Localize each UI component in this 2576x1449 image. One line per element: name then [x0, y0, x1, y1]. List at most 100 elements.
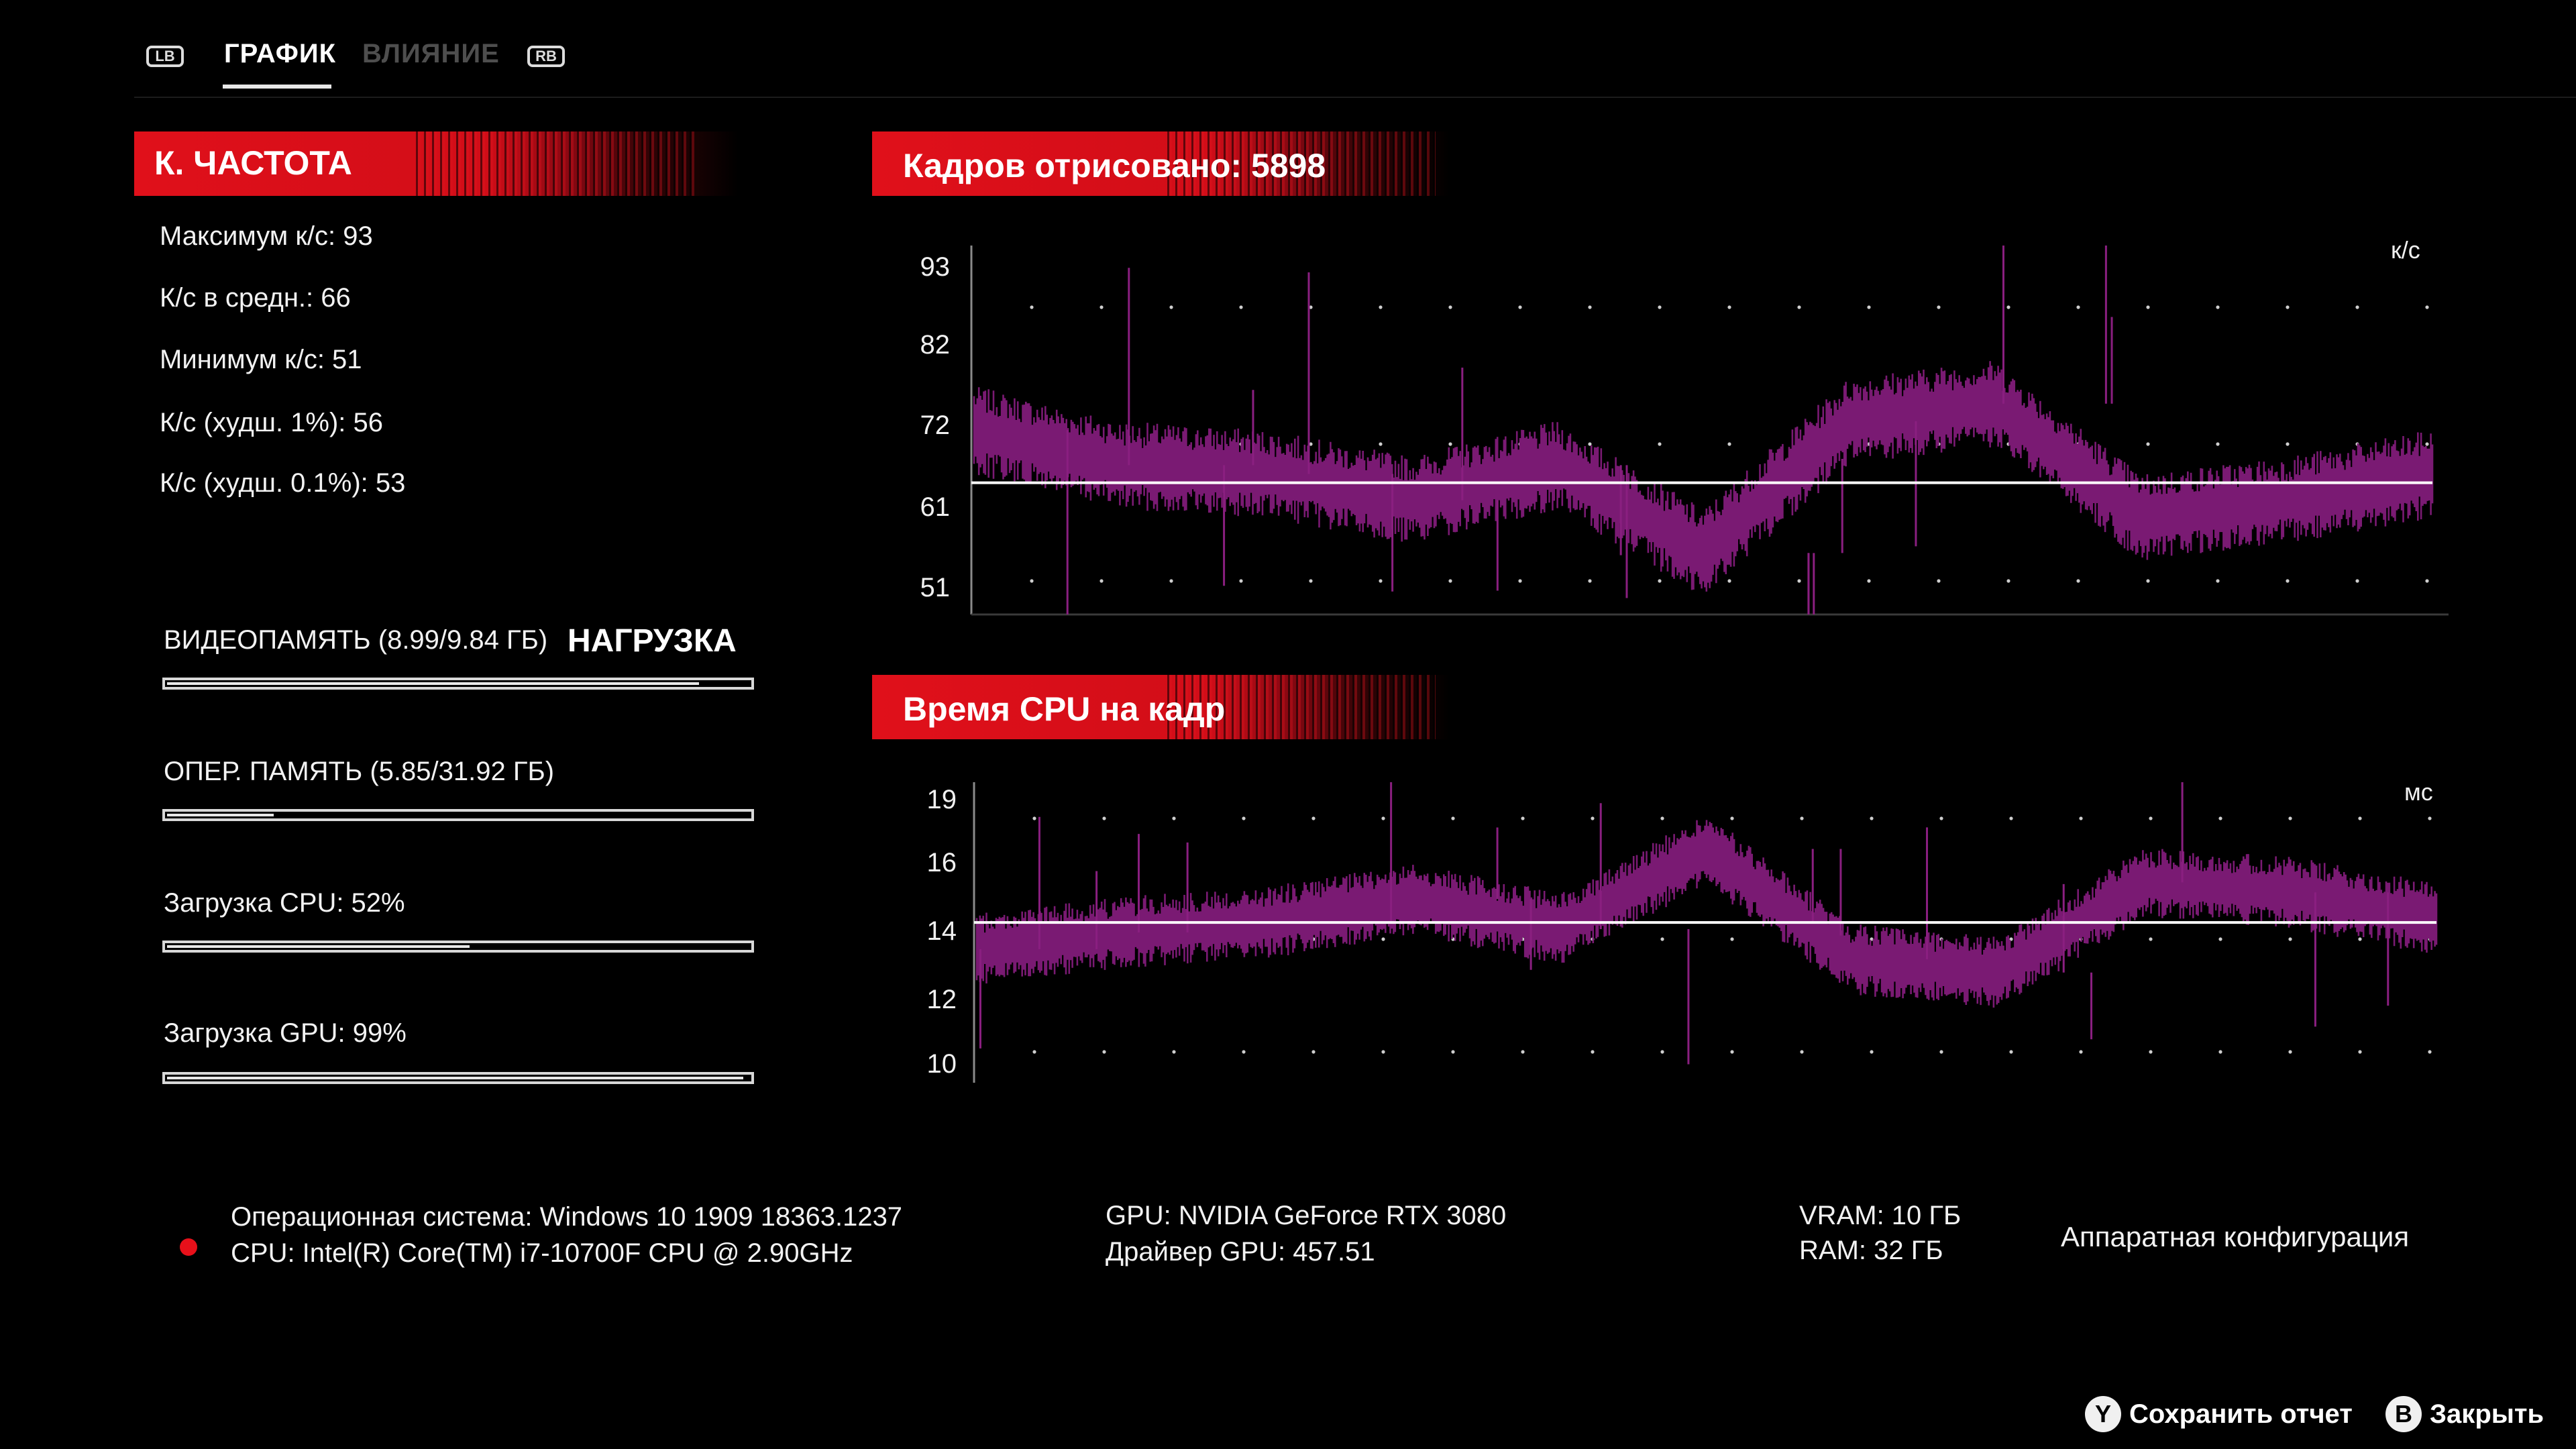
- cpu-grid-dot: [2358, 937, 2362, 941]
- cpu-tick-label: 10: [926, 1049, 957, 1079]
- tab-bar-divider: [134, 97, 2576, 98]
- fps-grid-dot: [1169, 579, 1173, 583]
- fps-series: [973, 361, 2434, 592]
- cpu-series: [975, 820, 2438, 1008]
- gpu-load-bar: [162, 1072, 754, 1084]
- fps-grid-dot: [1030, 579, 1034, 583]
- status-dot: [180, 1238, 197, 1256]
- cpu-grid-dot: [1870, 1050, 1874, 1054]
- cpu-grid-dot: [2079, 816, 2083, 820]
- glitch-texture: [416, 131, 698, 196]
- glitch-texture: [1167, 675, 1436, 739]
- cpu-grid-dot: [2218, 816, 2222, 820]
- cpu-grid-dot: [1730, 937, 1734, 941]
- fps-grid-dot: [1797, 305, 1801, 309]
- vram-bar-fill: [167, 682, 699, 685]
- driver-info: Драйвер GPU: 457.51: [1106, 1237, 1375, 1267]
- cpu-grid-dot: [1591, 816, 1595, 820]
- cpu-grid-dot: [1102, 816, 1106, 820]
- cpu-grid-dot: [1172, 816, 1176, 820]
- close-button[interactable]: B Закрыть: [2385, 1395, 2544, 1433]
- fps-grid-dot: [1099, 305, 1104, 309]
- fps-grid-dot: [1937, 305, 1941, 309]
- cpu-grid-dot: [1660, 937, 1664, 941]
- fps-grid-dot: [2355, 579, 2359, 583]
- stat-low-01-fps: К/с (худш. 0.1%): 53: [160, 468, 406, 498]
- cpu-grid-dot: [1242, 1050, 1246, 1054]
- cpu-load-bar-fill: [167, 945, 470, 948]
- fps-grid-dot: [1448, 442, 1452, 446]
- cpu-grid-dot: [1800, 1050, 1804, 1054]
- cpu-grid-dot: [1800, 816, 1804, 820]
- fps-grid-dot: [1588, 442, 1592, 446]
- cpu-grid-dot: [1172, 1050, 1176, 1054]
- fps-grid-dot: [2425, 305, 2429, 309]
- fps-grid-dot: [1379, 442, 1383, 446]
- fps-grid-dot: [1448, 579, 1452, 583]
- cpu-grid-dot: [2218, 937, 2222, 941]
- cpu-grid-dot: [2428, 816, 2432, 820]
- cpu-grid-dot: [1451, 1050, 1455, 1054]
- fps-grid-dot: [2076, 305, 2080, 309]
- fps-grid-dot: [2216, 305, 2220, 309]
- save-report-button[interactable]: Y Сохранить отчет: [2085, 1395, 2353, 1433]
- cpu-tick-label: 14: [926, 916, 957, 946]
- vram-label: ВИДЕОПАМЯТЬ (8.99/9.84 ГБ): [164, 625, 548, 655]
- fps-grid-dot: [2146, 442, 2150, 446]
- cpu-grid-dot: [2149, 937, 2153, 941]
- cpu-load-bar: [162, 941, 754, 953]
- hardware-config-link[interactable]: Аппаратная конфигурация: [2061, 1221, 2410, 1252]
- active-tab-indicator: [223, 85, 331, 89]
- fps-grid-dot: [1309, 579, 1313, 583]
- tab-impact[interactable]: ВЛИЯНИЕ: [362, 39, 500, 68]
- fps-grid-dot: [1658, 579, 1662, 583]
- cpu-load-label: Загрузка CPU: 52%: [164, 888, 405, 918]
- fps-grid-dot: [2076, 579, 2080, 583]
- cpu-grid-dot: [2288, 1050, 2292, 1054]
- cpu-grid-dot: [2009, 816, 2013, 820]
- cpu-grid-dot: [1730, 816, 1734, 820]
- cpu-grid-dot: [1660, 816, 1664, 820]
- fps-grid-dot: [1937, 579, 1941, 583]
- fps-chart-header: Кадров отрисовано: 5898: [872, 131, 1449, 196]
- cpu-grid-dot: [2288, 937, 2292, 941]
- cpu-grid-dot: [2358, 816, 2362, 820]
- fps-grid-dot: [1239, 305, 1243, 309]
- cpu-chart-header: Время CPU на кадр: [872, 675, 1449, 739]
- fps-grid-dot: [1658, 442, 1662, 446]
- cpu-grid-dot: [1311, 816, 1316, 820]
- lb-bumper-icon[interactable]: LB: [146, 46, 184, 67]
- cpu-grid-dot: [1381, 816, 1385, 820]
- cpu-grid-dot: [1032, 1050, 1036, 1054]
- cpu-grid-dot: [1032, 816, 1036, 820]
- glitch-texture: [1167, 131, 1436, 196]
- cpu-grid-dot: [1381, 1050, 1385, 1054]
- fps-grid-dot: [2286, 579, 2290, 583]
- fps-grid-dot: [1379, 305, 1383, 309]
- cpu-grid-dot: [1660, 1050, 1664, 1054]
- stat-avg-fps: К/с в средн.: 66: [160, 283, 351, 313]
- tab-graph[interactable]: ГРАФИК: [224, 39, 337, 68]
- fps-grid-dot: [1099, 579, 1104, 583]
- fps-grid-dot: [2286, 305, 2290, 309]
- cpu-grid-dot: [1591, 1050, 1595, 1054]
- fps-grid-dot: [2425, 442, 2429, 446]
- cpu-grid-dot: [2149, 816, 2153, 820]
- ram-info: RAM: 32 ГБ: [1799, 1236, 1943, 1265]
- save-report-label: Сохранить отчет: [2129, 1399, 2353, 1429]
- fps-grid-dot: [2355, 305, 2359, 309]
- fps-grid-dot: [1518, 305, 1522, 309]
- fps-grid-dot: [2425, 579, 2429, 583]
- gpu-info: GPU: NVIDIA GeForce RTX 3080: [1106, 1201, 1507, 1230]
- fps-tick-label: 82: [920, 330, 951, 360]
- fps-grid-dot: [2216, 442, 2220, 446]
- fps-grid-dot: [2006, 305, 2010, 309]
- cpu-grid-dot: [2009, 1050, 2013, 1054]
- cpu-grid-dot: [1730, 1050, 1734, 1054]
- os-info: Операционная система: Windows 10 1909 18…: [231, 1202, 903, 1232]
- rb-bumper-icon[interactable]: RB: [527, 46, 565, 67]
- stat-min-fps: Минимум к/с: 51: [160, 345, 362, 374]
- fps-grid-dot: [1867, 579, 1871, 583]
- framerate-title: К. ЧАСТОТА: [154, 144, 352, 182]
- ram-label: ОПЕР. ПАМЯТЬ (5.85/31.92 ГБ): [164, 757, 555, 786]
